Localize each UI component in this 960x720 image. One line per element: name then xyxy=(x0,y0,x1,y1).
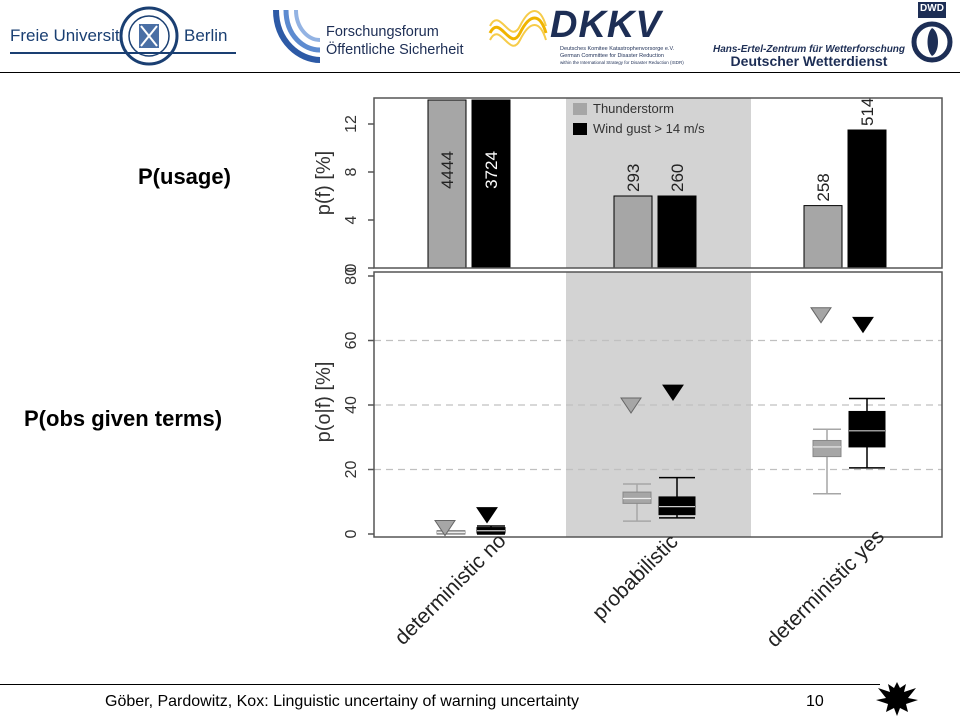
top-panel-frame xyxy=(373,97,943,269)
fu-logo-right-text: Berlin xyxy=(184,26,228,45)
y-tick-label-top: 8 xyxy=(343,167,360,176)
forschungsforum-logo: Forschungsforum Öffentliche Sicherheit xyxy=(270,6,470,68)
bar-count-label: 4444 xyxy=(438,151,457,189)
bar-thunderstorm-2 xyxy=(803,205,843,269)
footer-rule xyxy=(0,684,880,685)
y-tick-label-bottom: 40 xyxy=(343,396,360,414)
y-tick-label-bottom: 80 xyxy=(343,267,360,285)
y-tick-label-bottom: 0 xyxy=(343,529,360,538)
marker-triangle xyxy=(476,507,498,524)
fu-logo-underline xyxy=(10,52,236,54)
bar-count-label: 3724 xyxy=(482,151,501,189)
fu-berlin-logo: Freie Universität Berlin xyxy=(6,6,236,68)
dkkv-logo: DKKV Deutsches Komitee Katastrophenvorso… xyxy=(488,4,688,68)
y-tick-label-top: 0 xyxy=(343,263,360,272)
dkkv-line1: Deutsches Komitee Katastrophenvorsorge e… xyxy=(560,46,675,52)
bar-count-label: 260 xyxy=(668,164,687,192)
box-thunderstorm xyxy=(812,439,842,458)
dkkv-line2: German Committee for Disaster Reduction xyxy=(560,53,664,59)
marker-triangle xyxy=(434,520,456,537)
dkkv-name: DKKV xyxy=(550,4,662,46)
marker-triangle xyxy=(810,307,832,324)
box-thunderstorm xyxy=(622,491,652,504)
y-tick-label-top: 12 xyxy=(343,115,360,133)
usage-label: P(usage) xyxy=(138,164,231,189)
marker-triangle xyxy=(662,384,684,402)
forschungsforum-swoosh-icon xyxy=(273,9,321,63)
dkkv-wave-icon xyxy=(488,10,548,47)
dwd-logo: Hans-Ertel-Zentrum für Wetterforschung D… xyxy=(708,2,960,70)
bar-count-label: 514 xyxy=(858,98,877,126)
federal-eagle-icon xyxy=(876,682,918,716)
legend-swatch xyxy=(573,103,587,115)
forschungsforum-line1: Forschungsforum xyxy=(326,24,439,40)
dkkv-line3: within the International Strategy for Di… xyxy=(560,60,684,65)
y-axis-label-top: p(f) [%] xyxy=(313,151,335,215)
category-label: probabilistic xyxy=(588,530,683,625)
category-label: deterministic yes xyxy=(762,525,889,652)
forschungsforum-line2: Öffentliche Sicherheit xyxy=(326,42,464,58)
header-rule xyxy=(0,72,960,73)
bar-count-label: 293 xyxy=(624,164,643,192)
obs-label: P(obs given terms) xyxy=(24,406,223,431)
legend-label: Thunderstorm xyxy=(593,101,674,116)
dwd-line2: Deutscher Wetterdienst xyxy=(730,53,888,69)
box-wind xyxy=(848,410,886,448)
bar-count-label: 258 xyxy=(814,173,833,201)
legend-label: Wind gust > 14 m/s xyxy=(593,121,705,136)
legend-swatch xyxy=(573,123,587,135)
slide-header: Freie Universität Berlin Forschungsforum… xyxy=(0,0,960,72)
footer-citation: Göber, Pardowitz, Kox: Linguistic uncert… xyxy=(105,693,580,710)
fu-logo-left-text: Freie Universität xyxy=(10,26,134,45)
dwd-line1: Hans-Ertel-Zentrum für Wetterforschung xyxy=(712,44,906,55)
bar-wind-0 xyxy=(471,99,511,269)
bar-wind-1 xyxy=(657,195,697,269)
marker-triangle xyxy=(620,397,642,414)
y-tick-label-bottom: 60 xyxy=(343,332,360,350)
dwd-emblem-icon xyxy=(911,2,953,63)
fu-seal-icon xyxy=(119,6,179,66)
y-tick-label-top: 4 xyxy=(343,215,360,224)
marker-triangle xyxy=(852,316,874,334)
page-number: 10 xyxy=(806,693,824,710)
bar-thunderstorm-0 xyxy=(427,99,467,269)
category-label: deterministic no xyxy=(390,529,510,649)
dwd-badge: DWD xyxy=(920,3,944,14)
bar-wind-2 xyxy=(847,129,887,269)
box-wind xyxy=(658,496,696,516)
y-tick-label-bottom: 20 xyxy=(343,461,360,479)
y-axis-label-bottom: p(o|f) [%] xyxy=(313,362,335,443)
bar-thunderstorm-1 xyxy=(613,195,653,269)
